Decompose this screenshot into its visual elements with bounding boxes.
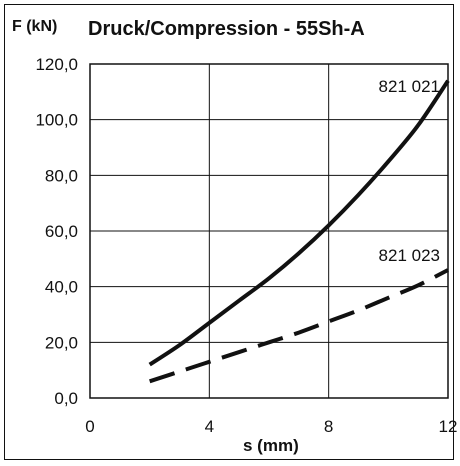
gridlines	[89, 63, 449, 399]
plot-area	[89, 63, 449, 399]
y-tick-label: 40,0	[45, 278, 78, 297]
series-line-2	[149, 268, 449, 384]
series-group	[148, 79, 450, 384]
series-labels: 821 021 821 023	[379, 77, 440, 265]
series-line-1	[148, 79, 450, 367]
y-tick-label: 120,0	[35, 55, 78, 74]
chart-title: Druck/Compression - 55Sh-A	[88, 18, 365, 40]
x-tick-label: 8	[324, 417, 333, 436]
x-tick-label: 12	[439, 417, 458, 436]
x-axis-label: s (mm)	[243, 436, 299, 455]
x-tick-label: 4	[205, 417, 214, 436]
y-tick-label: 80,0	[45, 166, 78, 185]
tick-labels: 0,0 20,0 40,0 60,0 80,0 100,0 120,0 0 4 8 12	[35, 55, 457, 436]
y-tick-label: 20,0	[45, 333, 78, 352]
series-label-1: 821 021	[379, 77, 440, 96]
y-tick-label: 100,0	[35, 111, 78, 130]
y-axis-label: F (kN)	[12, 18, 58, 35]
x-tick-label: 0	[85, 417, 94, 436]
y-tick-label: 60,0	[45, 222, 78, 241]
y-tick-label: 0,0	[54, 389, 78, 408]
series-label-2: 821 023	[379, 246, 440, 265]
chart-frame	[4, 4, 454, 460]
